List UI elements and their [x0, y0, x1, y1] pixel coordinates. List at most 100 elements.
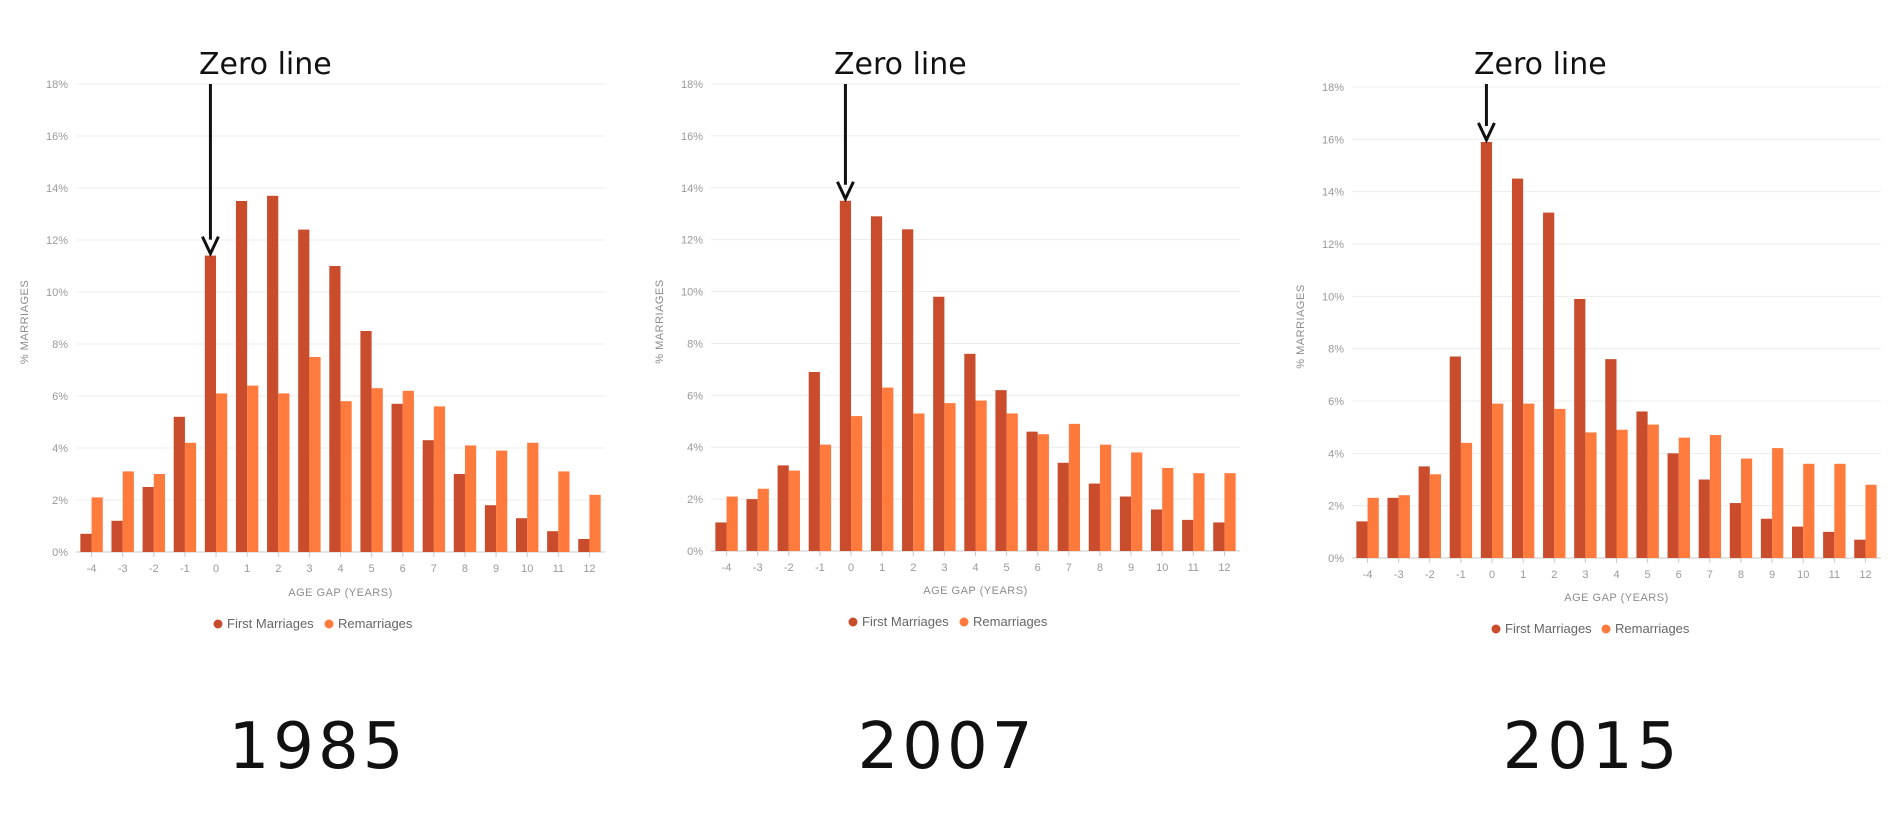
bar-remarriages: [1834, 463, 1846, 558]
bar-first-marriages: [1698, 479, 1710, 558]
bar-first-marriages: [1760, 518, 1773, 558]
y-tick-label: 8%: [1328, 344, 1344, 356]
y-tick-label: 18%: [46, 79, 68, 91]
x-tick-label: -1: [815, 562, 825, 574]
bar-remarriages: [1367, 497, 1379, 558]
y-tick-label: 14%: [46, 183, 68, 195]
y-tick-label: 2%: [52, 495, 68, 507]
x-tick-label: -4: [1363, 569, 1373, 581]
bar-first-marriages: [870, 216, 883, 552]
x-tick-label: -3: [753, 562, 763, 574]
bar-first-marriages: [329, 266, 341, 552]
bar-remarriages: [371, 388, 383, 552]
bar-first-marriages: [516, 518, 528, 552]
x-tick-label: 11: [1188, 562, 1199, 574]
y-tick-label: 10%: [46, 287, 68, 299]
bar-remarriages: [1616, 429, 1628, 558]
bar-first-marriages: [1480, 141, 1493, 558]
y-tick-label: 4%: [687, 442, 703, 454]
bar-first-marriages: [1213, 522, 1225, 551]
bar-first-marriages: [777, 465, 789, 551]
x-tick-label: 3: [306, 563, 312, 575]
chart-panel-2007: 0%2%4%6%8%10%12%14%16%18%-4 -3 -2 -1 0 1 2 3 4 5 6…: [654, 47, 1240, 784]
x-tick-label: 8: [462, 563, 468, 575]
bar-remarriages: [1037, 434, 1049, 551]
x-tick-label: 2: [910, 562, 916, 574]
bar-remarriages: [1585, 432, 1597, 558]
y-tick-label: 0%: [687, 546, 703, 558]
y-tick-label: 6%: [1328, 396, 1344, 408]
x-tick-label: 10: [521, 563, 533, 575]
bar-first-marriages: [1026, 431, 1038, 551]
bar-first-marriages: [1088, 483, 1100, 551]
x-tick-label: 3: [1582, 569, 1588, 581]
bar-first-marriages: [267, 195, 279, 553]
zero-line-annotation: Zero line: [834, 47, 967, 82]
x-tick-label: -2: [149, 563, 159, 575]
bar-remarriages: [278, 393, 290, 552]
bar-first-marriages: [80, 533, 92, 552]
x-tick-label: 5: [1645, 569, 1651, 581]
x-tick-label: 9: [1769, 569, 1775, 581]
bar-first-marriages: [111, 520, 123, 552]
bar-remarriages: [340, 401, 352, 552]
bar-remarriages: [819, 444, 832, 551]
bar-first-marriages: [746, 499, 758, 551]
x-tick-label: 5: [1004, 562, 1010, 574]
bar-first-marriages: [1511, 178, 1524, 559]
bar-first-marriages: [715, 522, 727, 551]
x-tick-label: 4: [1613, 569, 1619, 581]
y-tick-label: 14%: [681, 183, 703, 195]
bar-remarriages: [788, 470, 800, 551]
bar-first-marriages: [1057, 462, 1069, 551]
bar-first-marriages: [578, 539, 590, 552]
bar-remarriages: [1398, 495, 1410, 558]
bar-remarriages: [1803, 463, 1815, 558]
x-tick-label: 3: [941, 562, 947, 574]
year-label: 2015: [1503, 710, 1682, 784]
year-label: 1985: [229, 710, 408, 784]
bar-remarriages: [1429, 474, 1441, 558]
legend-marker-remarriages: [1601, 624, 1611, 634]
y-tick-label: 18%: [681, 79, 703, 91]
bar-remarriages: [1647, 424, 1659, 558]
bar-first-marriages: [964, 353, 976, 551]
bar-first-marriages: [1182, 519, 1194, 551]
x-tick-label: 11: [1829, 569, 1840, 581]
bar-remarriages: [91, 497, 103, 552]
bar-remarriages: [402, 390, 414, 552]
y-tick-label: 12%: [46, 235, 68, 247]
x-tick-label: 4: [337, 563, 343, 575]
bar-remarriages: [1523, 403, 1535, 558]
y-tick-label: 16%: [1322, 134, 1344, 146]
x-tick-label: 6: [1035, 562, 1041, 574]
y-axis-title: % MARRIAGES: [19, 280, 31, 364]
bar-remarriages: [1492, 403, 1504, 558]
bar-remarriages: [1099, 444, 1112, 551]
bar-first-marriages: [142, 487, 154, 552]
bar-remarriages: [558, 471, 570, 552]
bar-first-marriages: [235, 201, 248, 552]
bar-first-marriages: [1387, 497, 1399, 558]
year-label: 2007: [858, 710, 1037, 784]
y-tick-label: 2%: [1328, 501, 1344, 513]
bar-remarriages: [1772, 448, 1784, 558]
y-axis-title: % MARRIAGES: [1295, 284, 1307, 368]
bar-remarriages: [1193, 473, 1205, 551]
bar-remarriages: [247, 385, 259, 552]
legend-marker-remarriages: [959, 617, 969, 627]
y-tick-label: 18%: [1322, 82, 1344, 94]
x-tick-label: 10: [1797, 569, 1809, 581]
bar-remarriages: [1006, 413, 1018, 551]
y-tick-label: 4%: [52, 443, 68, 455]
legend-marker-first-marriages: [213, 619, 223, 629]
x-tick-label: 0: [848, 562, 854, 574]
bar-remarriages: [216, 393, 228, 552]
annotation-arrow-head: [836, 181, 855, 203]
bar-remarriages: [122, 471, 134, 552]
bar-first-marriages: [1574, 298, 1586, 558]
x-tick-label: 1: [1520, 569, 1526, 581]
chart-panel-1985: 0%2%4%6%8%10%12%14%16%18%-4 -3 -2 -1 0 1 2 3 4 5 6…: [19, 47, 605, 784]
bar-remarriages: [1131, 452, 1143, 551]
legend-marker-first-marriages: [1491, 624, 1501, 634]
